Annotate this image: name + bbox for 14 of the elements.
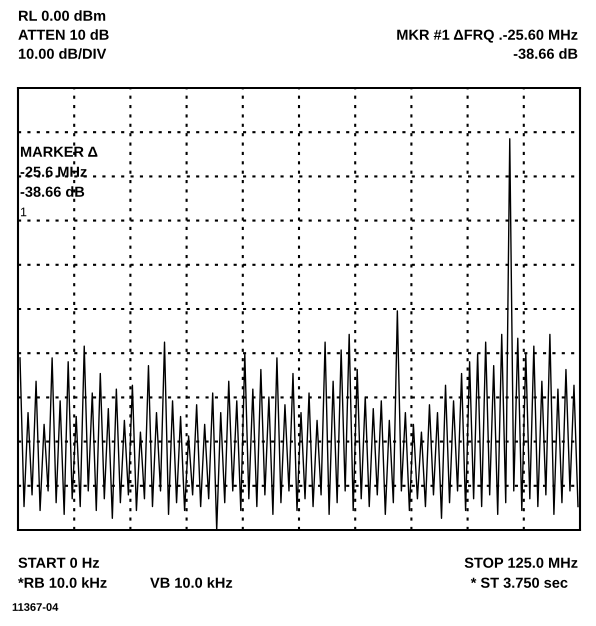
text: *RB 10.0 kHz xyxy=(18,577,107,588)
text: VB 10.0 kHz xyxy=(150,577,232,588)
text: START 0 Hz xyxy=(18,558,100,568)
annotation: 1 xyxy=(20,208,26,216)
text: 11367-04 xyxy=(12,603,58,611)
text: 10.00 dB/DIV xyxy=(18,48,106,60)
text: RL 0.00 dBm xyxy=(18,10,106,21)
text: MKR #1 ΔFRQ .-25.60 MHz xyxy=(397,30,578,43)
text: ATTEN 10 dB xyxy=(18,29,109,40)
annotation: MARKER Δ xyxy=(20,146,98,157)
text: * ST 3.750 sec xyxy=(470,578,568,588)
text: -38.66 dB xyxy=(514,48,578,59)
annotation: -38.66 dB xyxy=(20,186,84,197)
text: STOP 125.0 MHz xyxy=(464,558,578,568)
